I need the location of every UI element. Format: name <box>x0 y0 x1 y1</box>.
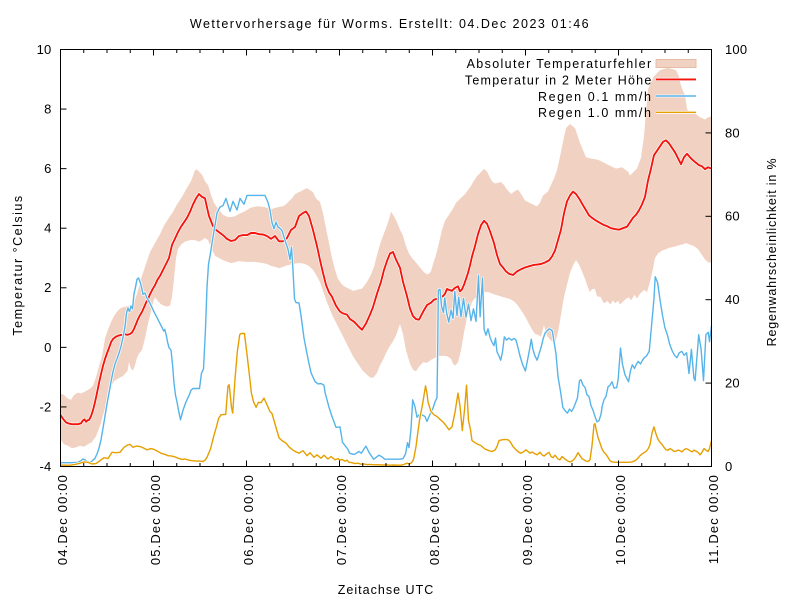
svg-text:11.Dec 00:00: 11.Dec 00:00 <box>706 474 721 564</box>
svg-text:6: 6 <box>44 161 51 176</box>
svg-text:04.Dec 00:00: 04.Dec 00:00 <box>55 474 70 565</box>
svg-text:100: 100 <box>725 42 747 57</box>
svg-text:Wettervorhersage für Worms. Er: Wettervorhersage für Worms. Erstellt: 04… <box>190 17 590 31</box>
svg-text:Temperatur in 2 Meter Höhe: Temperatur in 2 Meter Höhe <box>465 73 653 87</box>
svg-text:05.Dec 00:00: 05.Dec 00:00 <box>148 474 163 565</box>
svg-text:-2: -2 <box>40 399 52 414</box>
svg-text:06.Dec 00:00: 06.Dec 00:00 <box>241 474 256 565</box>
svg-text:-4: -4 <box>40 459 52 474</box>
svg-text:07.Dec 00:00: 07.Dec 00:00 <box>334 474 349 565</box>
svg-text:4: 4 <box>44 221 51 236</box>
svg-text:Zeitachse UTC: Zeitachse UTC <box>338 583 435 597</box>
svg-text:2: 2 <box>44 280 51 295</box>
svg-text:40: 40 <box>725 292 740 307</box>
svg-text:20: 20 <box>725 376 740 391</box>
svg-text:Regenwahrscheinlichkeit in %: Regenwahrscheinlichkeit in % <box>765 158 779 347</box>
svg-text:Absoluter Temperaturfehler: Absoluter Temperaturfehler <box>467 57 653 71</box>
svg-text:Regen 1.0 mm/h: Regen 1.0 mm/h <box>538 106 653 120</box>
svg-text:0: 0 <box>44 340 51 355</box>
svg-text:10.Dec 00:00: 10.Dec 00:00 <box>613 474 628 565</box>
svg-text:Regen 0.1 mm/h: Regen 0.1 mm/h <box>538 90 653 104</box>
svg-text:09.Dec 00:00: 09.Dec 00:00 <box>520 474 535 565</box>
svg-text:Temperatur °Celsius: Temperatur °Celsius <box>11 194 25 335</box>
svg-text:10: 10 <box>37 42 52 57</box>
svg-text:80: 80 <box>725 125 740 140</box>
svg-text:0: 0 <box>725 459 732 474</box>
svg-text:8: 8 <box>44 102 51 117</box>
svg-text:60: 60 <box>725 209 740 224</box>
svg-text:08.Dec 00:00: 08.Dec 00:00 <box>427 474 442 565</box>
